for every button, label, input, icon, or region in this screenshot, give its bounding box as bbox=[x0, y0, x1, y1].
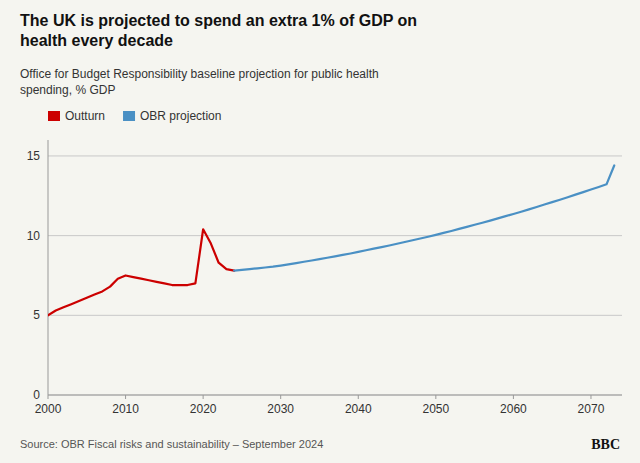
x-tick bbox=[48, 395, 49, 399]
series-line bbox=[234, 166, 614, 271]
y-tick-label: 0 bbox=[33, 388, 40, 402]
y-tick-label: 10 bbox=[27, 229, 41, 243]
annotation: BBC bbox=[591, 437, 620, 452]
y-axis-line bbox=[48, 140, 49, 395]
grid-line bbox=[48, 235, 622, 236]
x-tick-label: 2030 bbox=[267, 402, 294, 416]
x-tick-label: 2060 bbox=[500, 402, 527, 416]
x-tick-label: 2020 bbox=[190, 402, 217, 416]
legend-swatch bbox=[48, 111, 60, 121]
series-line bbox=[48, 229, 234, 315]
grid bbox=[48, 156, 622, 395]
x-tick bbox=[280, 395, 281, 399]
source: Source: OBR Fiscal risks and sustainabil… bbox=[20, 438, 323, 450]
y-tick-label: 5 bbox=[33, 308, 40, 322]
x-axis-line bbox=[48, 395, 622, 396]
y-tick-label: 15 bbox=[27, 149, 41, 163]
x-tick bbox=[435, 395, 436, 399]
x-tick bbox=[203, 395, 204, 399]
grid-line bbox=[48, 315, 622, 316]
legend-label: OBR projection bbox=[140, 109, 221, 123]
subtitle: Office for Budget Responsibility baselin… bbox=[20, 67, 379, 97]
x-tick-label: 2000 bbox=[35, 402, 62, 416]
x-tick bbox=[125, 395, 126, 399]
x-tick bbox=[358, 395, 359, 399]
grid-line bbox=[48, 395, 622, 396]
legend: Outturn OBR projection bbox=[48, 109, 221, 123]
x-tick-label: 2010 bbox=[112, 402, 139, 416]
x-tick-label: 2050 bbox=[422, 402, 449, 416]
x-tick-label: 2070 bbox=[578, 402, 605, 416]
title: The UK is projected to spend an extra 1%… bbox=[20, 12, 417, 49]
grid-line bbox=[48, 155, 622, 156]
legend-label: Outturn bbox=[65, 109, 105, 123]
background bbox=[0, 0, 640, 463]
x-tick bbox=[513, 395, 514, 399]
legend-swatch bbox=[123, 111, 135, 121]
chart: The UK is projected to spend an extra 1%… bbox=[0, 0, 640, 463]
x-tick bbox=[590, 395, 591, 399]
lines bbox=[48, 166, 614, 316]
x-tick-label: 2040 bbox=[345, 402, 372, 416]
